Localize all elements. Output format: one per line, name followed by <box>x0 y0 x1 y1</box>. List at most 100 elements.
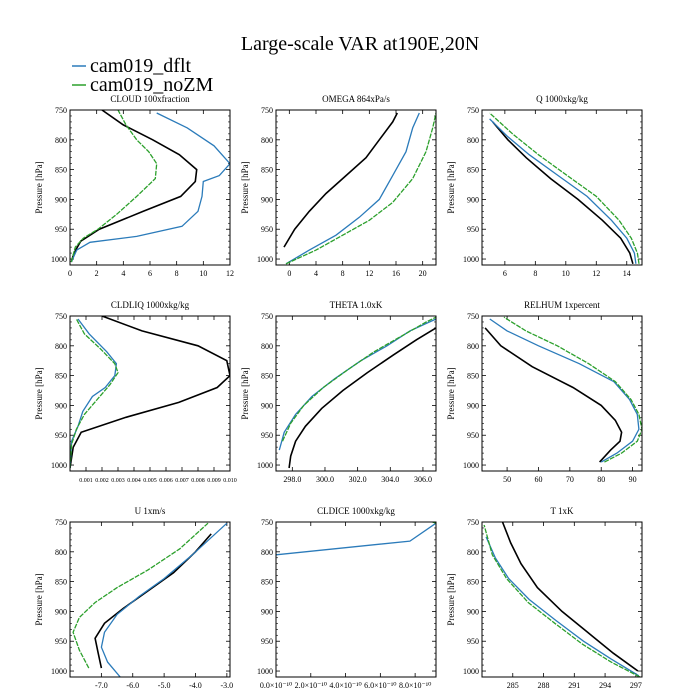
y-tick-label: 900 <box>261 607 273 616</box>
y-tick-label: 850 <box>55 578 67 587</box>
series-line-reference <box>288 327 436 469</box>
y-axis-label: Pressure [hPa] <box>34 573 44 625</box>
y-tick-label: 950 <box>261 431 273 440</box>
y-tick-label: 850 <box>467 372 479 381</box>
panel-title: THETA 1.0xK <box>330 300 383 310</box>
x-tick-label: 60 <box>534 475 542 484</box>
y-tick-label: 750 <box>467 106 479 115</box>
y-tick-label: 900 <box>55 401 67 410</box>
legend: cam019_dflt cam019_noZM <box>72 55 214 96</box>
x-tick-label: 4.0×10⁻¹⁰ <box>329 681 361 690</box>
y-tick-label: 950 <box>55 431 67 440</box>
y-tick-label: 900 <box>467 195 479 204</box>
x-tick-label: 0.006 <box>159 478 173 484</box>
x-tick-label: 20 <box>419 269 427 278</box>
x-tick-label: 90 <box>629 475 637 484</box>
y-tick-label: 1000 <box>257 667 273 676</box>
x-tick-label: 0.010 <box>223 478 237 484</box>
y-tick-label: 850 <box>467 166 479 175</box>
x-tick-label: 302.0 <box>349 475 367 484</box>
panel-t: T 1xK Pressure [hPa] 750 800 850 900 950 1000 28… <box>446 506 643 690</box>
series-line-cam019_noZM <box>281 316 436 442</box>
x-tick-label: 0.008 <box>191 478 205 484</box>
series-line-reference <box>283 112 399 248</box>
x-tick-label: 0 <box>287 269 291 278</box>
series-line-reference <box>484 327 623 463</box>
panel-q: Q 1000xkg/kg Pressure [hPa] 750 800 850 900 95… <box>446 94 643 278</box>
y-tick-label: 800 <box>261 342 273 351</box>
x-tick-label: 0.005 <box>143 478 157 484</box>
series-line-cam019_dflt <box>70 112 230 263</box>
panel-frame <box>69 521 231 678</box>
y-tick-label: 1000 <box>463 667 479 676</box>
series-line-cam019_dflt <box>485 536 640 677</box>
y-tick-label: 1000 <box>257 255 273 264</box>
series-line-cam019_dflt <box>489 118 637 264</box>
y-axis-label: Pressure [hPa] <box>446 161 456 213</box>
x-tick-label: 6.0×10⁻¹⁰ <box>364 681 396 690</box>
y-tick-label: 950 <box>55 637 67 646</box>
y-axis-label: Pressure [hPa] <box>240 161 250 213</box>
x-tick-label: 0.009 <box>207 478 221 484</box>
x-tick-label: 297 <box>630 681 642 690</box>
legend-label-dflt: cam019_dflt <box>90 55 192 77</box>
y-tick-label: 850 <box>261 372 273 381</box>
series-line-reference <box>492 121 634 265</box>
panel-title: CLDLIQ 1000xkg/kg <box>111 300 190 310</box>
series-line-reference <box>501 522 639 672</box>
x-tick-label: 0.002 <box>95 478 109 484</box>
x-tick-label: 12 <box>592 269 600 278</box>
y-tick-label: 1000 <box>463 255 479 264</box>
panel-theta: THETA 1.0xK Pressure [hPa] 750 800 850 900 950… <box>240 300 437 484</box>
x-tick-label: -7.0 <box>95 681 108 690</box>
panel-frame <box>481 109 643 266</box>
series-line-cam019_noZM <box>285 112 436 265</box>
x-tick-label: 298.0 <box>283 475 301 484</box>
y-tick-label: 800 <box>261 136 273 145</box>
y-axis-label: Pressure [hPa] <box>240 367 250 419</box>
y-tick-label: 1000 <box>51 461 67 470</box>
x-tick-label: 8 <box>533 269 537 278</box>
panel-title: OMEGA 864xPa/s <box>322 94 390 104</box>
x-tick-label: 4 <box>121 269 125 278</box>
x-tick-label: 6 <box>503 269 507 278</box>
x-tick-label: 0 <box>68 269 72 278</box>
y-tick-label: 750 <box>55 106 67 115</box>
x-tick-label: 285 <box>507 681 519 690</box>
y-axis-label: Pressure [hPa] <box>34 161 44 213</box>
x-tick-label: 2 <box>95 269 99 278</box>
y-tick-label: 950 <box>261 637 273 646</box>
x-tick-label: 0.007 <box>175 478 189 484</box>
x-tick-label: 0.0×10⁻¹⁰ <box>260 681 292 690</box>
panel-omega: OMEGA 864xPa/s Pressure [hPa] 750 800 850 900… <box>240 94 437 278</box>
y-tick-label: 850 <box>467 578 479 587</box>
series-line-cam019_noZM <box>503 316 642 463</box>
series-line-cam019_dflt <box>276 522 436 556</box>
y-tick-label: 950 <box>467 637 479 646</box>
y-tick-label: 800 <box>261 548 273 557</box>
y-tick-label: 750 <box>261 518 273 527</box>
legend-label-noZM: cam019_noZM <box>90 74 214 96</box>
x-tick-label: 8 <box>341 269 345 278</box>
panel-title: CLDICE 1000xkg/kg <box>317 506 395 516</box>
y-tick-label: 1000 <box>51 667 67 676</box>
panel-title: Q 1000xkg/kg <box>536 94 588 104</box>
x-tick-label: 10 <box>562 269 570 278</box>
y-tick-label: 850 <box>261 578 273 587</box>
y-tick-label: 950 <box>55 225 67 234</box>
x-tick-label: 300.0 <box>316 475 334 484</box>
x-tick-label: 16 <box>392 269 400 278</box>
x-tick-label: -5.0 <box>158 681 171 690</box>
series-line-cam019_noZM <box>489 112 640 264</box>
series-line-reference <box>70 316 230 469</box>
panel-title: RELHUM 1xpercent <box>524 300 600 310</box>
panel-frame <box>69 315 231 472</box>
series-line-cam019_noZM <box>70 110 158 263</box>
x-tick-label: 70 <box>566 475 574 484</box>
x-tick-label: 12 <box>226 269 234 278</box>
y-tick-label: 800 <box>467 136 479 145</box>
series-line-cam019_noZM <box>70 318 119 469</box>
y-tick-label: 950 <box>261 225 273 234</box>
series-line-cam019_noZM <box>72 522 209 669</box>
